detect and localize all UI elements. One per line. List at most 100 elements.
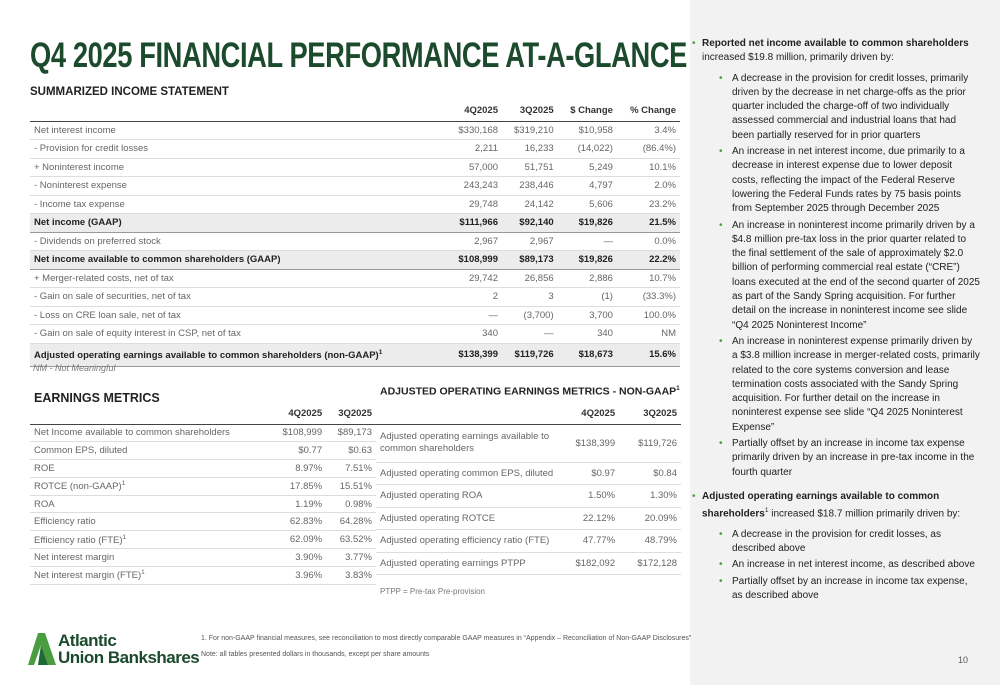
label-cell: - Loss on CRE loan sale, net of tax (30, 306, 447, 325)
table-row: Net income (GAAP) $111,966 $92,140 $19,826 2… (30, 213, 680, 233)
value-cell: 2,967 (446, 232, 502, 251)
footnote-ref: 1 (764, 507, 769, 515)
table-row: Efficiency ratio 62.83% 64.28% (30, 512, 376, 532)
section-title: EARNINGS METRICS (34, 391, 160, 405)
cell-label: ROTCE (non-GAAP) (34, 481, 122, 493)
value-cell: — (446, 306, 502, 325)
value-cell: 10.7% (616, 269, 680, 288)
cell-value: 63.52% (339, 534, 372, 546)
value-cell: 2,967 (502, 232, 558, 251)
header-cell (30, 101, 447, 122)
income-table: 4Q2025 3Q2025 $ Change% Change Net interest… (30, 101, 680, 367)
value-cell: 22.2% (616, 250, 680, 270)
value-cell: $0.97 (557, 462, 620, 485)
value-cell: $138,399 (557, 424, 620, 463)
footnote-ref: 1 (378, 348, 383, 356)
cell-label: Adjusted operating earnings available to… (34, 349, 379, 361)
table-row: - Gain on sale of equity interest in CSP… (30, 324, 680, 344)
label-cell: - Income tax expense (30, 195, 447, 214)
table-row: Adjusted operating earnings PTPP $182,092… (376, 552, 681, 575)
cell-value: $119,726 (638, 437, 677, 449)
label-cell: ROTCE (non-GAAP)1 (30, 477, 271, 496)
label-cell: Adjusted operating ROTCE (376, 507, 558, 530)
sub-bullet: A decrease in the provision for credit l… (702, 72, 980, 143)
value-cell: 1.30% (619, 484, 681, 508)
cell-value: 23.2% (649, 198, 676, 210)
cell-value: — (603, 235, 613, 247)
cell-value: $138,399 (575, 437, 616, 449)
value-cell: 2 (446, 287, 502, 307)
value-cell: $0.63 (326, 441, 376, 461)
table-row: Adjusted operating ROTCE 22.12% 20.09% (376, 507, 681, 530)
label-cell: Net interest income (30, 121, 447, 140)
adjusted-table: 4Q2025 3Q2025 Adjusted operating earnings … (376, 404, 681, 575)
value-cell: 17.85% (270, 477, 327, 496)
cell-label: Net Income available to common sharehold… (34, 427, 230, 439)
table-note: NM - Not Meaningful (33, 363, 116, 373)
cell-value: 3.83% (345, 569, 372, 581)
cell-value: $0.63 (348, 445, 372, 457)
section-title: ADJUSTED OPERATING EARNINGS METRICS - NO… (380, 385, 680, 398)
value-cell: 62.83% (270, 512, 327, 532)
cell-value: 7.51% (345, 462, 372, 474)
cell-value: 64.28% (339, 516, 372, 528)
value-cell: (14,022) (557, 139, 617, 159)
cell-label: ROA (34, 498, 55, 510)
cell-value: 16,233 (524, 143, 554, 155)
value-cell: $92,140 (502, 213, 558, 233)
bullet-list: Reported net income available to common … (690, 37, 1000, 603)
cell-value: 2,886 (589, 272, 613, 284)
logo-icon (28, 633, 56, 665)
value-cell: 0.98% (326, 495, 376, 514)
footnote-ref: 1 (141, 569, 145, 577)
cell-value: $330,168 (458, 124, 498, 136)
table-row: - Income tax expense 29,748 24,142 5,606 23.… (30, 195, 680, 214)
cell-value: $18,673 (578, 349, 613, 361)
cell-value: 2.0% (654, 180, 676, 192)
value-cell: 29,748 (446, 195, 502, 214)
value-cell: 26,856 (502, 269, 558, 288)
cell-label: Adjusted operating common EPS, diluted (380, 467, 554, 479)
table-row: - Noninterest expense 243,243 238,446 4,797… (30, 176, 680, 196)
cell-value: 1.50% (588, 490, 616, 502)
label-cell: - Noninterest expense (30, 176, 447, 196)
cell-value: NM (661, 328, 676, 340)
table-row: Adjusted operating earnings available to… (30, 342, 680, 367)
value-cell: 5,606 (557, 195, 617, 214)
cell-value: 48.79% (644, 535, 677, 547)
cell-value: 2,967 (529, 235, 554, 247)
value-cell: (1) (557, 287, 617, 307)
value-cell: $89,173 (326, 424, 376, 443)
value-cell: 3.77% (326, 548, 376, 567)
column-header: $ Change (557, 101, 617, 122)
value-cell: $10,958 (557, 121, 617, 140)
cell-value: 3 (548, 291, 554, 303)
cell-value: $319,210 (514, 124, 554, 136)
cell-label: ROE (34, 462, 55, 474)
cell-label: Efficiency ratio (34, 516, 96, 528)
label-cell: Net income available to common sharehold… (30, 250, 447, 270)
cell-value: 0.0% (654, 235, 676, 247)
cell-label: Efficiency ratio (FTE) (34, 534, 123, 546)
cell-value: $111,966 (459, 217, 498, 229)
value-cell: 3.90% (270, 548, 327, 567)
value-cell: (86.4%) (616, 139, 680, 159)
table-row: ROA 1.19% 0.98% (30, 495, 376, 514)
header-row: 4Q2025 3Q2025 (30, 404, 376, 425)
table-row: Net interest income $330,168 $319,210 $10,9… (30, 121, 680, 140)
value-cell: 23.2% (616, 195, 680, 214)
value-cell: 2.0% (616, 176, 680, 196)
sub-bullet: An increase in net interest income, as d… (702, 558, 980, 573)
label-cell: + Noninterest income (30, 158, 447, 177)
title-text: ADJUSTED OPERATING EARNINGS METRICS - NO… (380, 385, 677, 398)
earnings-table: 4Q2025 3Q2025 Net Income available to comm… (30, 404, 376, 585)
table-row: - Provision for credit losses 2,211 16,233… (30, 139, 680, 159)
value-cell: 24,142 (502, 195, 558, 214)
value-cell: 4,797 (557, 176, 617, 196)
value-cell: 238,446 (502, 176, 558, 196)
cell-value: $108,999 (282, 427, 323, 439)
value-cell: 63.52% (326, 530, 376, 550)
bullet-text: Reported net income available to common … (702, 37, 980, 66)
value-cell: 48.79% (619, 529, 681, 553)
label-cell: Adjusted operating efficiency ratio (FTE… (376, 529, 558, 553)
